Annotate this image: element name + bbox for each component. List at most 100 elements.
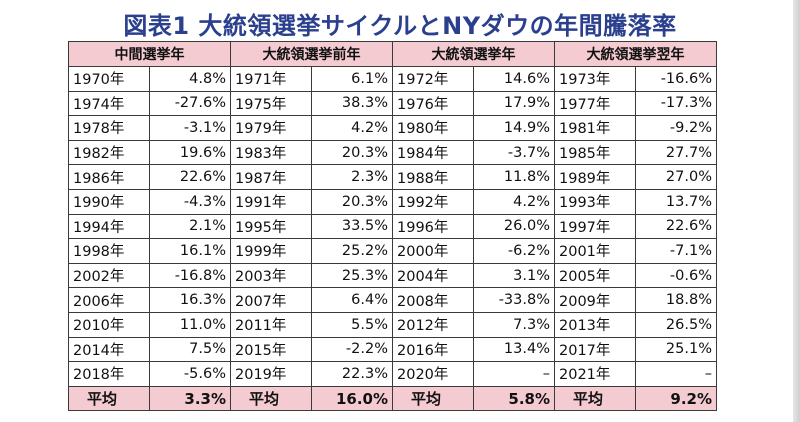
post-election-year-cell: 1977年 bbox=[554, 90, 636, 117]
pre-election-year-cell: 1983年 bbox=[230, 139, 312, 166]
midterm-return-cell: 16.3% bbox=[149, 287, 231, 313]
election-return-cell: -6.2% bbox=[473, 238, 555, 264]
pre-election-return-cell: 2.3% bbox=[311, 164, 393, 190]
election-return-cell: – bbox=[473, 361, 555, 387]
post-election-year-cell: 1973年 bbox=[554, 66, 636, 92]
pre-election-return-cell: 25.3% bbox=[311, 262, 393, 289]
midterm-year-cell: 1986年 bbox=[68, 164, 150, 190]
midterm-year-cell: 2014年 bbox=[68, 336, 150, 363]
pre-election-return-cell: 5.5% bbox=[311, 311, 393, 338]
post-election-return-cell: – bbox=[635, 361, 717, 387]
average-row: 平均 3.3% 平均 16.0% 平均 5.8% 平均 9.2% bbox=[68, 385, 717, 412]
midterm-return-cell: 4.8% bbox=[149, 66, 231, 92]
election-year-cell: 1988年 bbox=[392, 164, 474, 190]
midterm-year-cell: 1990年 bbox=[68, 188, 150, 215]
pre-election-return-cell: -2.2% bbox=[311, 336, 393, 363]
midterm-return-cell: -16.8% bbox=[149, 262, 231, 289]
pre-election-year-cell: 2015年 bbox=[230, 336, 312, 363]
election-return-cell: 4.2% bbox=[473, 188, 555, 215]
table-row: 1986年 22.6% 1987年 2.3% 1988年 11.8% 1989年 27.0% bbox=[68, 164, 717, 190]
screen-edge bbox=[793, 0, 800, 422]
midterm-return-cell: -4.3% bbox=[149, 188, 231, 215]
pre-election-year-cell: 1987年 bbox=[230, 164, 312, 190]
midterm-return-cell: 16.1% bbox=[149, 238, 231, 264]
table-row: 2010年 11.0% 2011年 5.5% 2012年 7.3% 2013年 26.5% bbox=[68, 311, 717, 338]
election-year-cell: 1972年 bbox=[392, 66, 474, 92]
pre-election-year-cell: 2019年 bbox=[230, 361, 312, 387]
table-row: 1982年 19.6% 1983年 20.3% 1984年 -3.7% 1985年 27.7% bbox=[68, 139, 717, 166]
post-election-year-cell: 1993年 bbox=[554, 188, 636, 215]
post-election-return-cell: -16.6% bbox=[635, 66, 717, 92]
midterm-return-cell: -5.6% bbox=[149, 361, 231, 387]
post-election-return-cell: -17.3% bbox=[635, 90, 717, 117]
post-election-year-cell: 2005年 bbox=[554, 262, 636, 289]
midterm-return-cell: 19.6% bbox=[149, 139, 231, 166]
post-election-return-cell: 22.6% bbox=[635, 213, 717, 240]
midterm-year-cell: 1970年 bbox=[68, 66, 150, 92]
pre-election-average-value: 16.0% bbox=[311, 385, 393, 412]
election-year-cell: 2004年 bbox=[392, 262, 474, 289]
election-return-cell: 13.4% bbox=[473, 336, 555, 363]
midterm-year-cell: 2018年 bbox=[68, 361, 150, 387]
pre-election-year-cell: 1979年 bbox=[230, 115, 312, 141]
post-election-return-cell: 26.5% bbox=[635, 311, 717, 338]
column-header-election: 大統領選挙年 bbox=[392, 41, 555, 67]
pre-election-return-cell: 20.3% bbox=[311, 188, 393, 215]
table-row: 1970年 4.8% 1971年 6.1% 1972年 14.6% 1973年 -16.6% bbox=[68, 66, 717, 92]
post-election-year-cell: 1997年 bbox=[554, 213, 636, 240]
table-row: 1974年 -27.6% 1975年 38.3% 1976年 17.9% 1977年 -17.… bbox=[68, 90, 717, 117]
pre-election-return-cell: 33.5% bbox=[311, 213, 393, 240]
election-year-cell: 1996年 bbox=[392, 213, 474, 240]
midterm-year-cell: 1974年 bbox=[68, 90, 150, 117]
midterm-year-cell: 1982年 bbox=[68, 139, 150, 166]
election-return-cell: -33.8% bbox=[473, 287, 555, 313]
election-year-cell: 2016年 bbox=[392, 336, 474, 363]
post-election-year-cell: 2021年 bbox=[554, 361, 636, 387]
pre-election-return-cell: 6.1% bbox=[311, 66, 393, 92]
midterm-return-cell: -3.1% bbox=[149, 115, 231, 141]
post-election-return-cell: 13.7% bbox=[635, 188, 717, 215]
post-election-year-cell: 1985年 bbox=[554, 139, 636, 166]
election-year-cell: 2000年 bbox=[392, 238, 474, 264]
post-election-return-cell: -7.1% bbox=[635, 238, 717, 264]
table-header-row: 中間選挙年 大統領選挙前年 大統領選挙年 大統領選挙翌年 bbox=[68, 41, 717, 67]
election-year-cell: 1980年 bbox=[392, 115, 474, 141]
election-year-cell: 2012年 bbox=[392, 311, 474, 338]
pre-election-return-cell: 25.2% bbox=[311, 238, 393, 264]
pre-election-year-cell: 1991年 bbox=[230, 188, 312, 215]
election-return-cell: 26.0% bbox=[473, 213, 555, 240]
pre-election-return-cell: 20.3% bbox=[311, 139, 393, 166]
table-row: 2002年 -16.8% 2003年 25.3% 2004年 3.1% 2005年 -0.6% bbox=[68, 262, 717, 289]
election-year-cell: 1992年 bbox=[392, 188, 474, 215]
election-average-label: 平均 bbox=[392, 385, 474, 412]
post-election-average-label: 平均 bbox=[554, 385, 636, 412]
election-return-cell: 7.3% bbox=[473, 311, 555, 338]
midterm-year-cell: 2010年 bbox=[68, 311, 150, 338]
midterm-year-cell: 2006年 bbox=[68, 287, 150, 313]
pre-election-average-label: 平均 bbox=[230, 385, 312, 412]
page-title: 図表1 大統領選挙サイクルとNYダウの年間騰落率 bbox=[123, 12, 677, 40]
table-row: 2006年 16.3% 2007年 6.4% 2008年 -33.8% 2009年 18.8% bbox=[68, 287, 717, 313]
pre-election-year-cell: 1971年 bbox=[230, 66, 312, 92]
column-header-midterm: 中間選挙年 bbox=[68, 41, 231, 67]
election-return-cell: 17.9% bbox=[473, 90, 555, 117]
post-election-return-cell: 25.1% bbox=[635, 336, 717, 363]
election-year-cell: 1976年 bbox=[392, 90, 474, 117]
pre-election-year-cell: 2011年 bbox=[230, 311, 312, 338]
post-election-return-cell: -9.2% bbox=[635, 115, 717, 141]
election-year-cell: 2020年 bbox=[392, 361, 474, 387]
election-year-cell: 2008年 bbox=[392, 287, 474, 313]
table-row: 1990年 -4.3% 1991年 20.3% 1992年 4.2% 1993年 13.7% bbox=[68, 188, 717, 215]
post-election-year-cell: 1981年 bbox=[554, 115, 636, 141]
pre-election-year-cell: 2003年 bbox=[230, 262, 312, 289]
post-election-year-cell: 2009年 bbox=[554, 287, 636, 313]
election-year-cell: 1984年 bbox=[392, 139, 474, 166]
post-election-average-value: 9.2% bbox=[635, 385, 717, 412]
midterm-return-cell: -27.6% bbox=[149, 90, 231, 117]
election-return-cell: 14.6% bbox=[473, 66, 555, 92]
returns-table: 中間選挙年 大統領選挙前年 大統領選挙年 大統領選挙翌年 1970年 4.8% 19… bbox=[68, 41, 717, 412]
post-election-year-cell: 2013年 bbox=[554, 311, 636, 338]
post-election-year-cell: 1989年 bbox=[554, 164, 636, 190]
midterm-year-cell: 1998年 bbox=[68, 238, 150, 264]
table-row: 1998年 16.1% 1999年 25.2% 2000年 -6.2% 2001年 -7.1% bbox=[68, 238, 717, 264]
